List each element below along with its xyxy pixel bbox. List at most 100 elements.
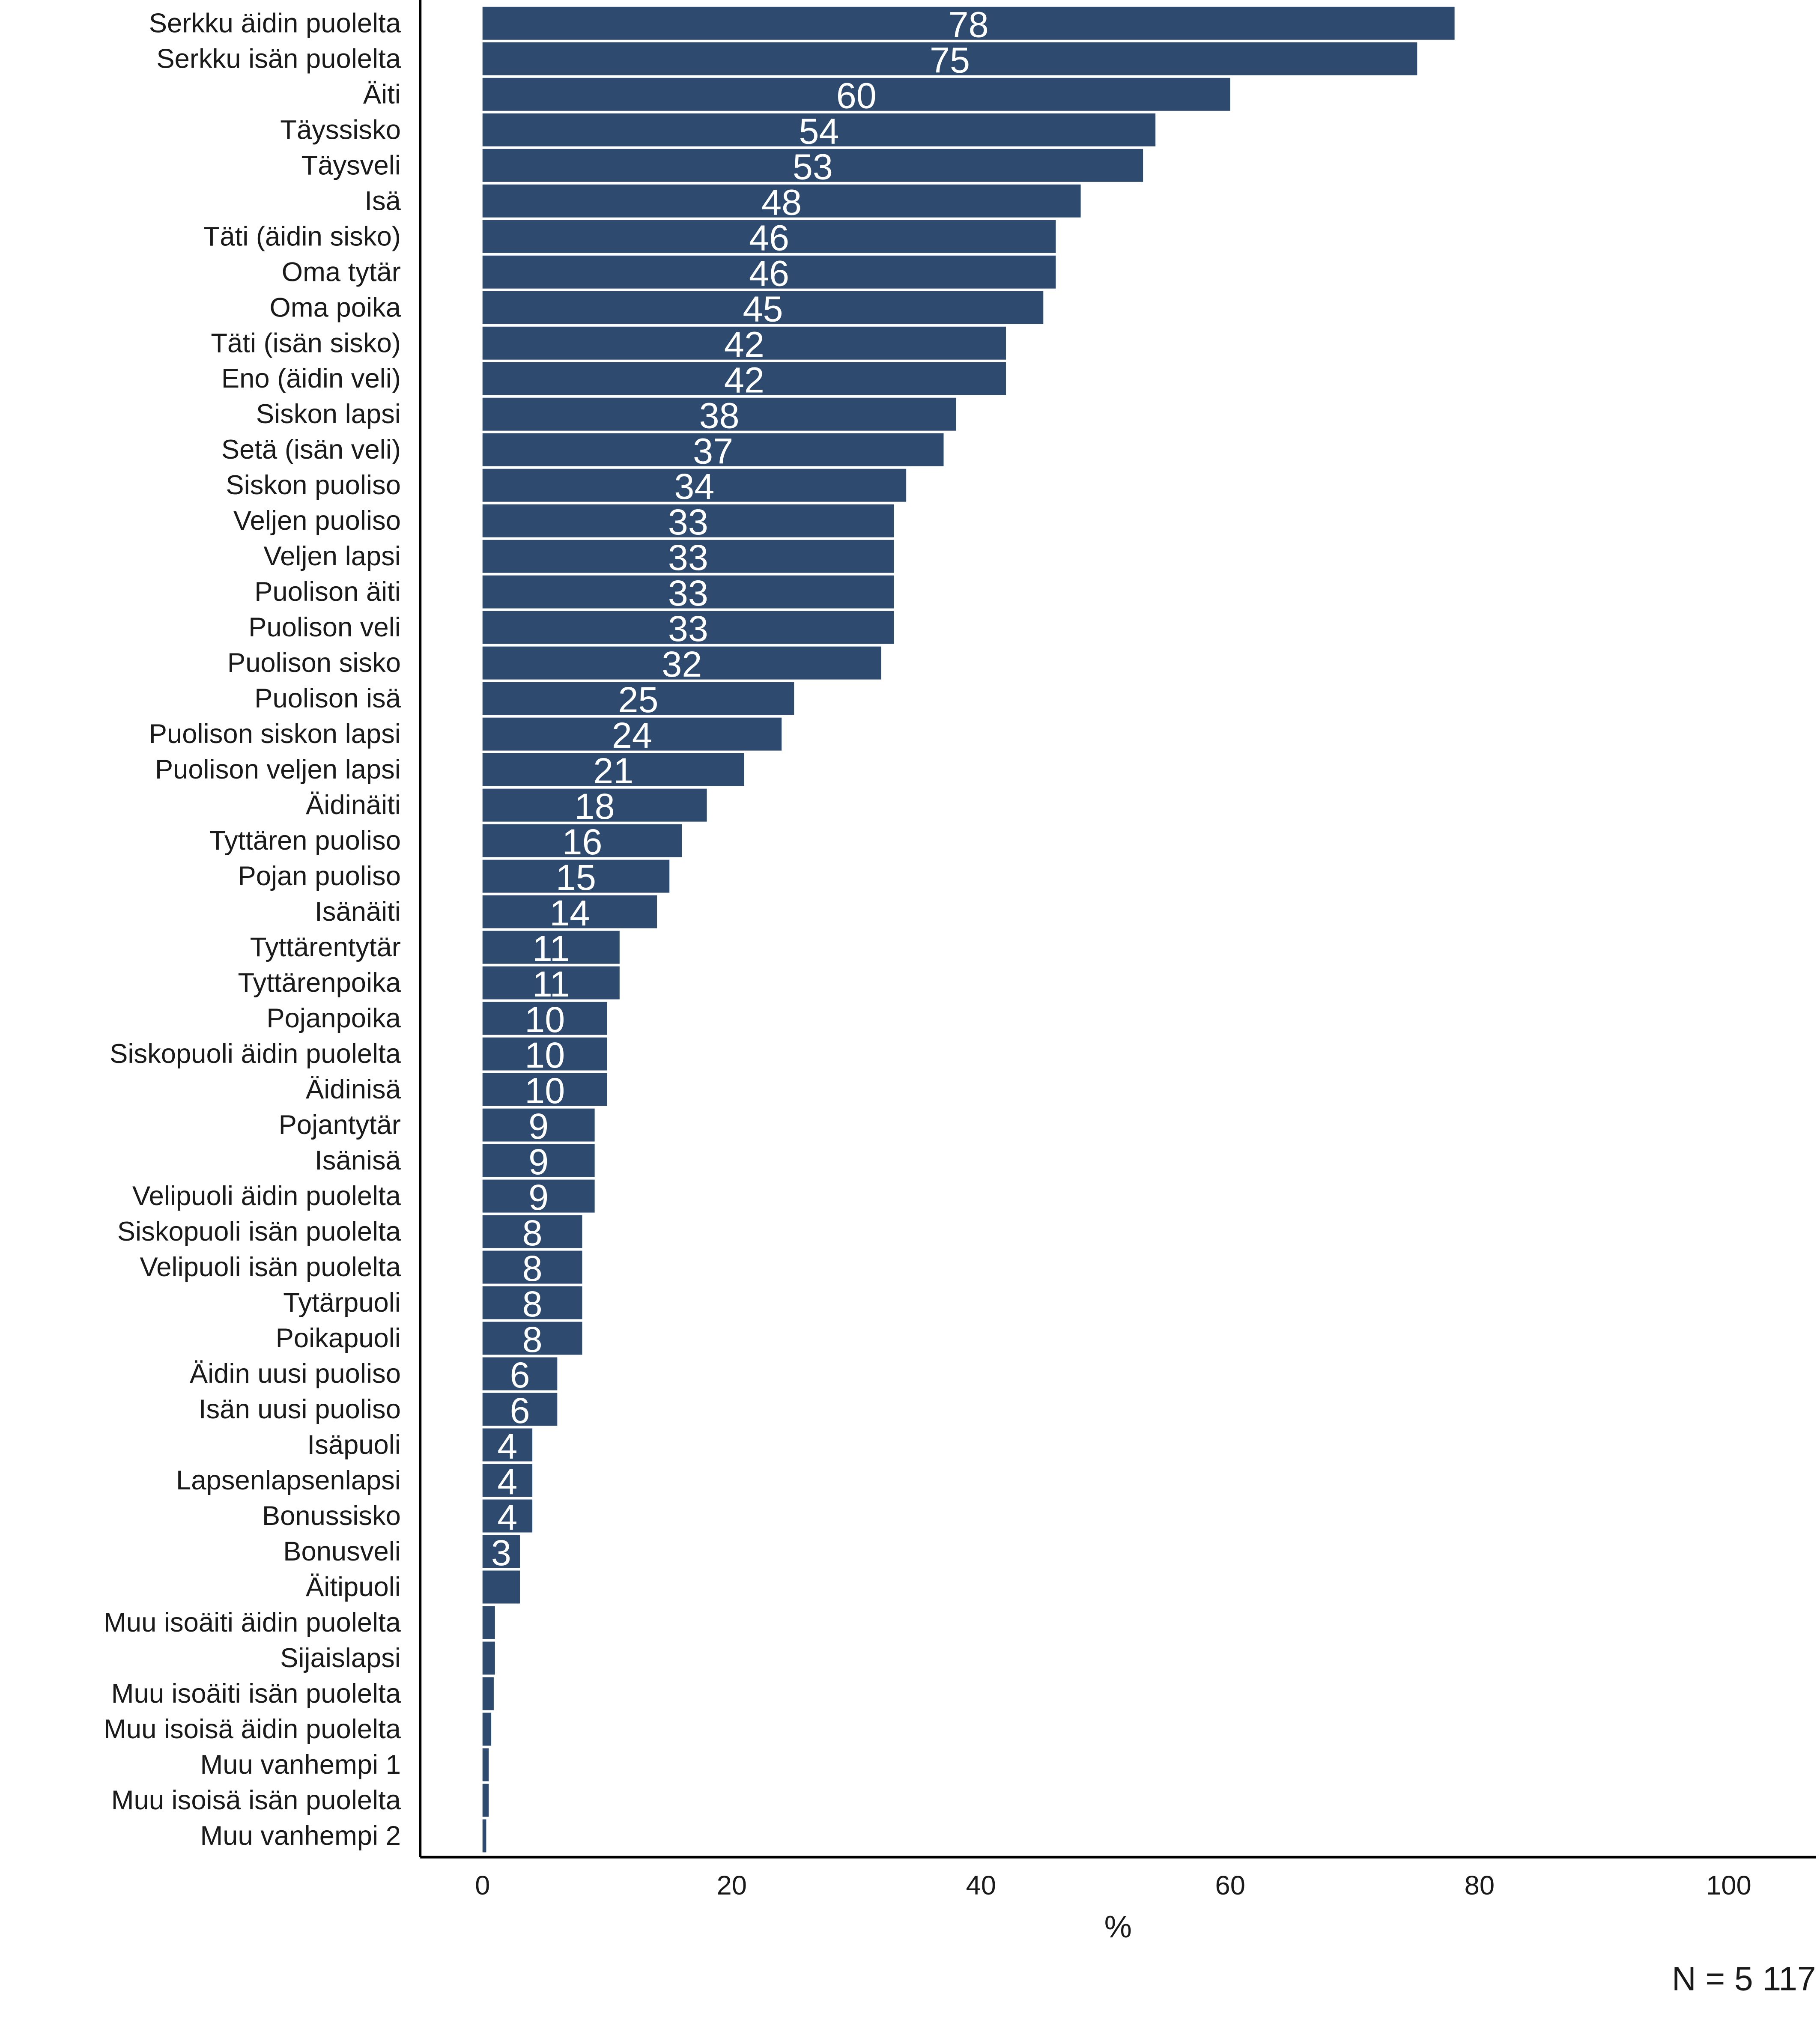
category-label: Täti (isän sisko): [211, 328, 401, 358]
bar: [482, 255, 1056, 289]
category-label: Muu isoisä äidin puolelta: [104, 1714, 401, 1744]
x-tick-label: 100: [1706, 1871, 1751, 1901]
bar: [482, 1322, 582, 1355]
value-label: 24: [612, 715, 652, 755]
category-label: Siskopuoli äidin puolelta: [110, 1039, 401, 1069]
bar: [482, 1037, 607, 1071]
category-label: Muu isoäiti isän puolelta: [111, 1679, 401, 1709]
category-label: Pojanpoika: [266, 1003, 401, 1033]
value-label: 6: [510, 1355, 530, 1395]
value-label: 8: [522, 1248, 543, 1289]
value-label: 8: [522, 1213, 543, 1253]
category-label: Siskon lapsi: [256, 399, 401, 429]
category-label: Täysveli: [301, 150, 401, 180]
bar: [482, 753, 744, 786]
value-label: 14: [549, 893, 590, 933]
category-label: Isäpuoli: [307, 1430, 401, 1460]
value-label: 42: [724, 360, 764, 400]
bar: [482, 1286, 582, 1319]
category-label: Muu vanhempi 2: [200, 1821, 401, 1851]
bar: [482, 326, 1006, 360]
bar: [482, 611, 894, 644]
category-label: Tyttären puoliso: [209, 826, 401, 856]
x-tick-label: 40: [966, 1871, 996, 1901]
value-label: 10: [525, 1035, 565, 1075]
value-label: 32: [662, 644, 702, 684]
category-label: Serkku äidin puolelta: [149, 8, 401, 38]
category-label: Oma poika: [270, 292, 401, 322]
category-label: Tyttärenpoika: [238, 968, 401, 998]
bar: [482, 78, 1230, 111]
category-label: Täyssisko: [280, 115, 401, 145]
bar: [482, 1144, 595, 1177]
value-label: 78: [949, 4, 989, 45]
value-label: 9: [528, 1106, 549, 1146]
category-label: Bonusveli: [283, 1537, 401, 1566]
bar: [482, 788, 707, 822]
bar: [482, 1179, 595, 1213]
category-label: Puolison veli: [248, 612, 401, 642]
value-label: 18: [575, 786, 615, 826]
category-label: Muu isoäiti äidin puolelta: [104, 1608, 401, 1638]
bar: [482, 717, 782, 751]
bar: [482, 1215, 582, 1248]
value-label: 3: [491, 1533, 511, 1573]
category-label: Velipuoli isän puolelta: [140, 1252, 401, 1282]
value-label: 11: [532, 964, 570, 1004]
category-label: Äiti: [363, 79, 401, 109]
bar: [482, 113, 1156, 146]
bar: [482, 682, 794, 715]
bar: [482, 1073, 607, 1106]
category-label: Äidinisä: [306, 1074, 401, 1104]
note: N = 5 117: [1672, 1960, 1816, 1997]
x-tick-label: 0: [475, 1871, 490, 1901]
value-label: 34: [674, 466, 714, 507]
bar: [482, 824, 682, 857]
category-label: Velipuoli äidin puolelta: [132, 1181, 401, 1211]
category-label: Poikapuoli: [276, 1323, 401, 1353]
category-label: Täti (äidin sisko): [203, 221, 401, 251]
value-label: 4: [497, 1497, 517, 1537]
bar: [482, 504, 894, 537]
category-label: Sijaislapsi: [280, 1643, 401, 1673]
value-label: 46: [749, 218, 789, 258]
bar: [482, 1713, 492, 1746]
value-label: 10: [525, 1071, 565, 1111]
bar: [482, 1357, 558, 1390]
category-label: Bonussisko: [262, 1501, 401, 1531]
x-axis-label: %: [1104, 1910, 1132, 1944]
category-label: Pojan puoliso: [238, 861, 401, 891]
category-label: Isän uusi puoliso: [199, 1394, 401, 1424]
category-label: Puolison äiti: [254, 577, 401, 607]
bar: [482, 575, 894, 609]
bar: [482, 42, 1417, 75]
bar: [482, 1108, 595, 1142]
bar: [482, 184, 1081, 218]
bar: [482, 1428, 533, 1462]
value-label: 53: [793, 146, 833, 187]
value-label: 9: [528, 1177, 549, 1217]
bar: [482, 931, 620, 964]
bar: [482, 895, 657, 928]
value-label: 33: [668, 573, 708, 613]
value-label: 54: [799, 111, 839, 151]
value-label: 8: [522, 1284, 543, 1324]
category-label: Tytärpuoli: [283, 1288, 401, 1318]
bar: [482, 859, 670, 893]
category-label: Puolison isä: [254, 683, 401, 713]
category-label: Serkku isän puolelta: [156, 44, 401, 74]
bar: [482, 149, 1143, 182]
bar: [482, 1535, 520, 1568]
value-label: 15: [556, 857, 596, 898]
bar: [482, 540, 894, 573]
value-label: 6: [510, 1390, 530, 1431]
value-label: 33: [668, 502, 708, 542]
value-label: 21: [593, 751, 633, 791]
category-label: Pojantytär: [279, 1110, 401, 1140]
category-label: Eno (äidin veli): [221, 364, 401, 394]
bar: [482, 1464, 533, 1497]
value-label: 46: [749, 253, 789, 293]
bar: [482, 1250, 582, 1284]
bar: [482, 1606, 495, 1639]
